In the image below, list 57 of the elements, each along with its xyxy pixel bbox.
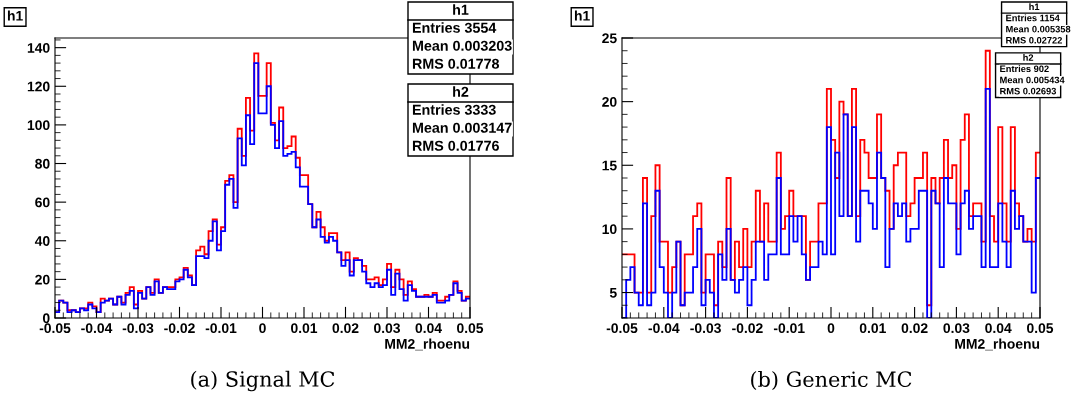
x-tick-label: -0.03 <box>690 323 721 334</box>
y-tick-label: 20 <box>35 274 50 285</box>
x-tick-label: 0.02 <box>332 323 359 334</box>
annotation: RMS 0.01776 <box>412 140 499 151</box>
x-tick-label: 0.02 <box>901 323 928 334</box>
annotation: Entries 902 <box>1000 65 1049 73</box>
text: Entries 3554 <box>412 22 497 33</box>
y-tick-label: 80 <box>35 158 50 169</box>
text: h1 <box>453 4 469 15</box>
text: Mean 0.005358 <box>1006 25 1071 33</box>
annotation: RMS 0.02722 <box>1006 36 1062 44</box>
x-tick-label: -0.05 <box>39 323 71 334</box>
chart-title: h1 <box>7 10 23 21</box>
x-tick-label: -0.04 <box>81 323 113 334</box>
x-tick-label: 0.03 <box>374 323 401 334</box>
x-tick-label: 0.04 <box>415 323 442 334</box>
x-tick-label: -0.03 <box>122 323 154 334</box>
x-axis-title: MM2_rhoenu <box>385 338 470 351</box>
annotation: h2 <box>1023 54 1034 61</box>
x-tick-label: -0.01 <box>205 323 237 334</box>
x-tick-label: 0.05 <box>457 323 484 334</box>
x-tick-label: 0.04 <box>985 323 1012 334</box>
x-tick-label: 0.03 <box>943 323 970 334</box>
text: h1 <box>1029 3 1040 10</box>
annotation: Entries 3333 <box>412 104 496 115</box>
y-tick-label: 20 <box>602 96 617 107</box>
y-tick-label: 25 <box>602 33 617 44</box>
x-tick-label: 0 <box>827 323 835 334</box>
x-tick-label: 0.01 <box>859 323 886 334</box>
text: Entries 1154 <box>1006 14 1060 22</box>
annotation: Mean 0.003203 <box>412 40 512 51</box>
x-tick-label: 0.05 <box>1027 323 1054 334</box>
text: (a) Signal MC <box>191 370 335 392</box>
x-tick-label: -0.02 <box>164 323 195 334</box>
y-tick-label: 140 <box>27 42 50 53</box>
x-tick-label: 0.01 <box>291 323 318 334</box>
annotation: h2 <box>453 86 469 97</box>
y-tick-label: 40 <box>34 236 50 246</box>
text: (b) Generic MC <box>751 370 912 390</box>
annotation: RMS 0.02693 <box>1000 87 1057 95</box>
x-tick-label: 0 <box>259 323 266 334</box>
annotation: Mean 0.003147 <box>412 122 512 133</box>
y-tick-label: 120 <box>27 81 50 92</box>
y-tick-label: 15 <box>602 160 617 171</box>
y-tick-label: 5 <box>609 288 617 298</box>
x-axis-title: MM2_rhoenu <box>955 338 1040 351</box>
y-tick-label: 100 <box>27 120 50 131</box>
y-tick-label: 0 <box>42 313 50 324</box>
chart-title: h1 <box>574 10 590 21</box>
x-tick-label: -0.01 <box>773 323 805 334</box>
y-tick-label: 10 <box>602 224 617 235</box>
y-tick-label: 60 <box>35 197 50 208</box>
annotation: RMS 0.01778 <box>412 58 500 69</box>
x-tick-label: -0.05 <box>606 323 638 334</box>
x-tick-label: -0.02 <box>732 323 763 334</box>
annotation: Mean 0.005434 <box>1000 76 1065 84</box>
x-tick-label: -0.04 <box>648 323 680 334</box>
